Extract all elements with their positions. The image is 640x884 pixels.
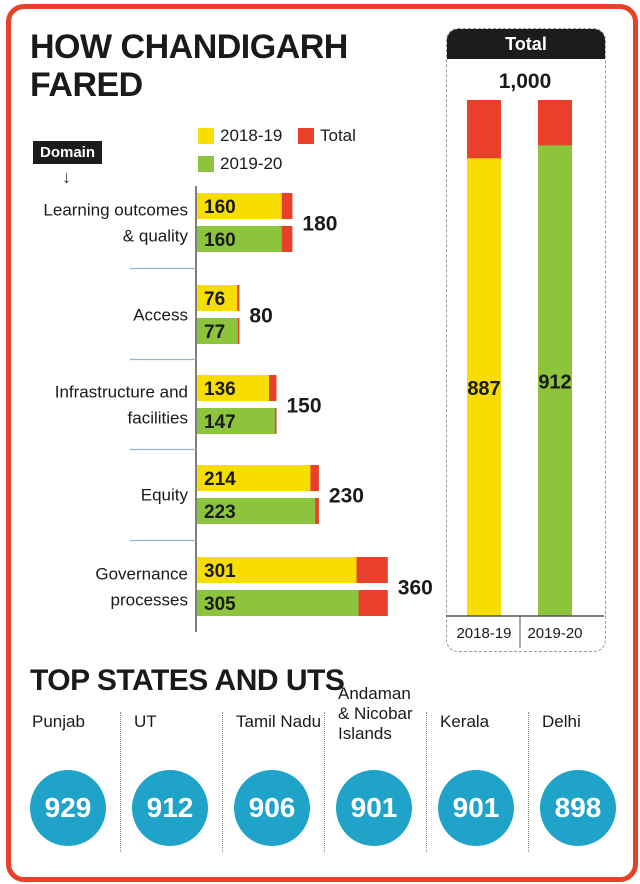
value-bar	[197, 408, 275, 434]
value-label: 214	[204, 469, 236, 490]
state-item: Punjab 929	[20, 712, 120, 852]
category-label: facilities	[128, 409, 188, 428]
score-badge: 929	[30, 770, 106, 846]
top-states-list: Punjab 929 UT 912 Tamil Nadu 906 Andaman…	[20, 684, 620, 862]
domain-label: Domain	[33, 141, 103, 164]
red-swatch-icon	[298, 128, 314, 144]
total-label: 80	[249, 305, 272, 328]
state-item: UT 912	[122, 712, 222, 852]
domain-bar-chart: Learning outcomes & quality 160 160 180 Acces…	[43, 186, 433, 632]
value-label: 136	[204, 379, 236, 400]
score-badge: 912	[132, 770, 208, 846]
category-label: Governance	[95, 565, 188, 584]
legend: 2018-19 Total 2019-20	[198, 126, 398, 180]
category-label: processes	[111, 591, 188, 610]
total-value-label: 912	[538, 372, 571, 394]
state-name: Delhi	[542, 712, 581, 731]
value-bar	[197, 285, 238, 311]
value-bar	[197, 557, 357, 583]
legend-2019-20: 2019-20	[198, 154, 282, 174]
year-label: 2019-20	[527, 625, 582, 642]
total-value-label: 887	[467, 378, 500, 400]
value-label: 77	[204, 322, 225, 343]
yellow-swatch-icon	[198, 128, 214, 144]
value-bar	[197, 318, 238, 344]
top-states-title: TOP STATES AND UTS	[30, 664, 345, 697]
year-label: 2018-19	[456, 625, 511, 642]
total-bar-chart: 1,000 887 2018-19 912 2019-20	[446, 70, 604, 648]
infographic-frame	[6, 4, 638, 882]
category-label: Learning outcomes	[43, 201, 188, 220]
total-label: 230	[329, 485, 364, 508]
state-name: Kerala	[440, 712, 490, 731]
divider	[528, 712, 529, 852]
value-bar	[197, 375, 270, 401]
category-label: & quality	[123, 227, 189, 246]
legend-2018-19: 2018-19	[198, 126, 282, 146]
value-label: 301	[204, 561, 236, 582]
category-label: Access	[133, 306, 188, 325]
score-badge: 901	[336, 770, 412, 846]
value-bar	[197, 498, 316, 524]
divider	[324, 712, 325, 852]
score-badge: 901	[438, 770, 514, 846]
value-label: 147	[204, 412, 236, 433]
green-swatch-icon	[198, 156, 214, 172]
max-value-label: 1,000	[499, 70, 552, 93]
value-label: 160	[204, 197, 236, 218]
value-label: 76	[204, 289, 225, 310]
state-item: Delhi 898	[530, 712, 630, 852]
down-arrow-icon: ↓	[62, 167, 71, 187]
total-bar-value	[538, 145, 572, 616]
total-header: Total	[447, 29, 605, 59]
state-name: Tamil Nadu	[236, 712, 322, 731]
legend-label: Total	[320, 126, 356, 145]
divider	[426, 712, 427, 852]
value-label: 160	[204, 230, 236, 251]
value-bar	[197, 465, 311, 491]
divider	[222, 712, 223, 852]
value-label: 223	[204, 502, 236, 523]
value-bar	[197, 193, 282, 219]
category-label: Equity	[141, 486, 189, 505]
state-item: Tamil Nadu 906	[224, 712, 324, 852]
value-label: 305	[204, 594, 236, 615]
total-label: 360	[398, 577, 433, 600]
total-bar-value	[467, 158, 501, 617]
total-label: 150	[287, 395, 322, 418]
total-panel: Total	[446, 28, 606, 652]
page-title: HOW CHANDIGARH FARED	[30, 28, 348, 104]
state-item: Andaman & Nicobar Islands 901	[326, 684, 426, 852]
state-name: UT	[134, 712, 157, 731]
score-badge: 906	[234, 770, 310, 846]
divider	[120, 712, 121, 852]
score-badge: 898	[540, 770, 616, 846]
state-item: Kerala 901	[428, 712, 528, 852]
legend-label: 2018-19	[220, 126, 283, 145]
legend-label: 2019-20	[220, 154, 283, 173]
state-name: Andaman & Nicobar Islands	[338, 684, 413, 743]
state-name: Punjab	[32, 712, 85, 731]
value-bar	[197, 226, 282, 252]
legend-total: Total	[298, 126, 356, 146]
category-label: Infrastructure and	[55, 383, 188, 402]
value-bar	[197, 590, 359, 616]
total-label: 180	[302, 213, 337, 236]
